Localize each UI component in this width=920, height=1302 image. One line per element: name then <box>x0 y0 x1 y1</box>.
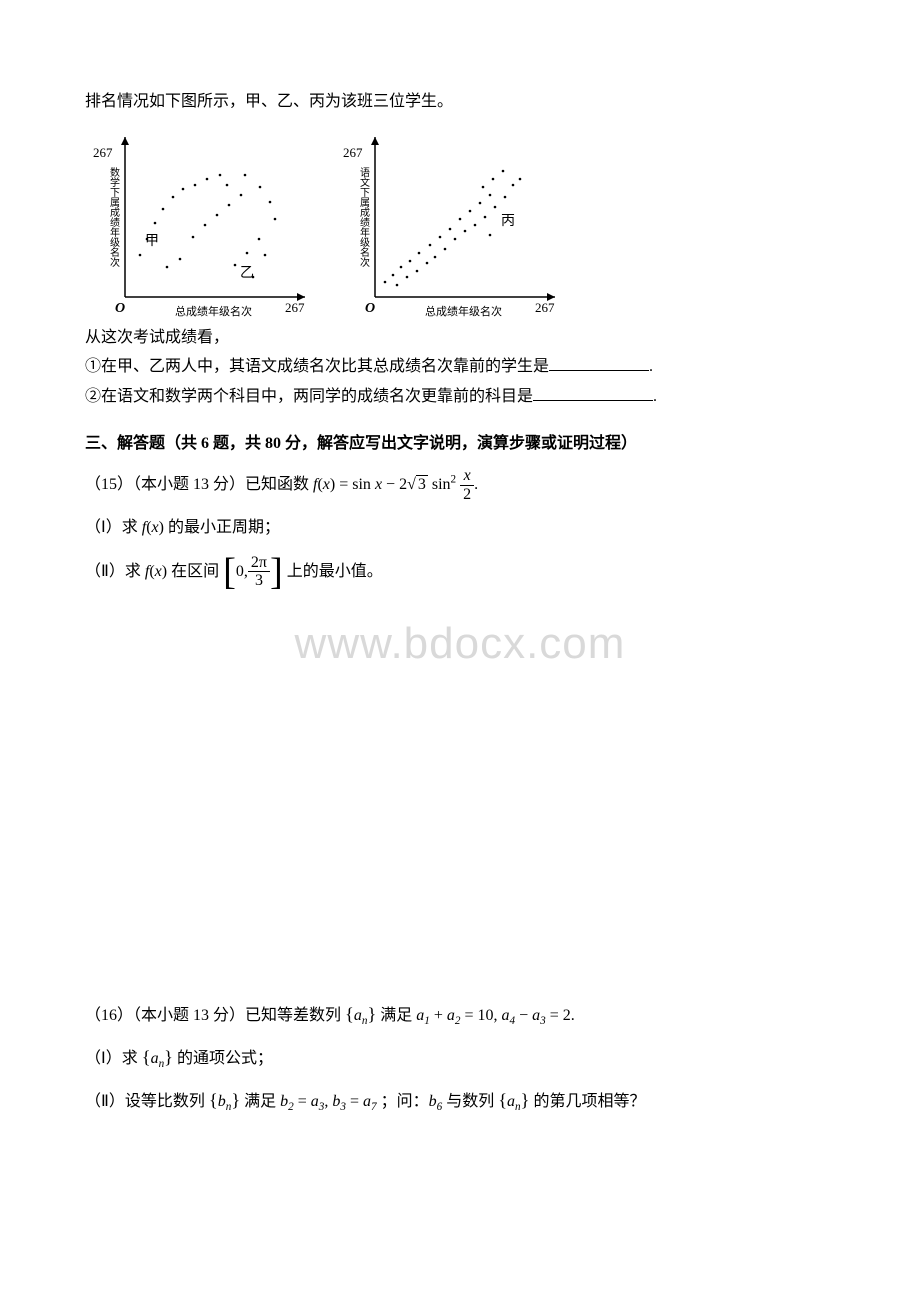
eqb: = <box>346 1093 363 1110</box>
a7: a <box>363 1093 371 1110</box>
an2: a <box>151 1050 159 1067</box>
q15-x2: x <box>375 476 382 493</box>
right-scatter-chart: 267 267 O 总成绩年级名次 语文下属成绩年级名次 丙 <box>335 127 565 317</box>
q16-p2-mid: 满足 <box>240 1093 280 1110</box>
q16-p2: （Ⅱ）设等比数列 {bn} 满足 b2 = a3, b3 = a7 ；问：b6 … <box>85 1086 835 1117</box>
lbrace4-icon: { <box>498 1090 507 1110</box>
q16-p2-lead: （Ⅱ）设等比数列 <box>85 1093 209 1110</box>
x-axis-label: 总成绩年级名次 <box>175 304 252 317</box>
q15-p1-lead: （Ⅰ）求 <box>85 519 142 536</box>
bn: b <box>218 1093 226 1110</box>
q15-p2-lead: （Ⅱ）求 <box>85 563 145 580</box>
q15-p2: （Ⅱ）求 f(x) 在区间 [ 0, 2π3 ] 上的最小值。 <box>85 553 835 591</box>
sqrt-icon: √3 <box>407 472 428 498</box>
q15-p1-tail: 的最小正周期； <box>164 519 280 536</box>
origin-label: O <box>115 301 125 316</box>
blank-1 <box>549 355 649 371</box>
q15: （15）（本小题 13 分）已知函数 f(x) = sin x − 2√3 si… <box>85 467 835 503</box>
right-bracket-icon: ] <box>270 553 283 591</box>
x-max-label: 267 <box>285 300 305 315</box>
charts-row: 267 267 O 总成绩年级名次 数学下属成绩年级名次 甲 乙 267 267… <box>85 127 835 317</box>
label-jia: 甲 <box>145 234 159 249</box>
int-num: 2π <box>248 554 270 573</box>
q16-p2e: 的第几项相等？ <box>529 1093 645 1110</box>
plus1: + <box>430 1007 447 1024</box>
section-3-title: 三、解答题（共 6 题，共 80 分，解答应写出文字说明，演算步骤或证明过程） <box>85 431 835 457</box>
frac-num: x <box>460 467 474 486</box>
q15-p1: （Ⅰ）求 f(x) 的最小正周期； <box>85 515 835 541</box>
x-axis-label-r: 总成绩年级名次 <box>425 304 502 317</box>
q15-p2-tail: 上的最小值。 <box>287 563 383 580</box>
frac-den: 2 <box>460 486 474 504</box>
a4: a <box>502 1007 510 1024</box>
q16-mid: 满足 <box>376 1007 416 1024</box>
an-a: a <box>354 1007 362 1024</box>
q-part2-end: . <box>653 388 657 405</box>
q15-eq: = sin <box>335 476 375 493</box>
b2: b <box>280 1093 288 1110</box>
q16-head: （16）（本小题 13 分）已知等差数列 <box>85 1007 345 1024</box>
b6: b <box>429 1093 437 1110</box>
interval: [ 0, 2π3 ] <box>223 553 283 591</box>
frac-2pi-3: 2π3 <box>248 554 270 590</box>
q16-p1-lead: （Ⅰ）求 <box>85 1050 142 1067</box>
y-axis-label-right: 语文下属成绩年级名次 <box>358 166 370 267</box>
q16-p2d: 与数列 <box>442 1093 498 1110</box>
q16-p1: （Ⅰ）求 {an} 的通项公式； <box>85 1043 835 1074</box>
lbrace-icon: { <box>345 1004 354 1024</box>
origin-label-r: O <box>365 301 375 316</box>
watermark: www.bdocx.com <box>85 609 835 679</box>
int-den: 3 <box>248 572 270 590</box>
post-chart-line1: ①在甲、乙两人中，其语文成绩名次比其总成绩名次靠前的学生是. <box>85 354 835 380</box>
minus1: − <box>515 1007 532 1024</box>
sup-2: 2 <box>451 473 457 485</box>
q15-sin2: sin <box>428 476 451 493</box>
sqrt-val: 3 <box>416 475 428 493</box>
q16-p2c: ；问： <box>377 1093 429 1110</box>
q15-head: （15）（本小题 13 分）已知函数 <box>85 476 313 493</box>
q15-minus: − 2 <box>382 476 407 493</box>
rbrace2-icon: } <box>164 1047 173 1067</box>
x2: x <box>155 563 162 580</box>
x-max-label-r: 267 <box>535 300 555 315</box>
eqa: = <box>294 1093 311 1110</box>
q16-p1-tail: 的通项公式； <box>173 1050 273 1067</box>
int-0: 0, <box>236 559 248 585</box>
label-yi: 乙 <box>240 265 254 281</box>
x: x <box>152 519 159 536</box>
y-max-label-r: 267 <box>343 145 363 160</box>
blank-2 <box>533 385 653 401</box>
an4: a <box>507 1093 515 1110</box>
a2: a <box>447 1007 455 1024</box>
q-part1-text: ①在甲、乙两人中，其语文成绩名次比其总成绩名次靠前的学生是 <box>85 358 549 375</box>
post-chart-line2: ②在语文和数学两个科目中，两同学的成绩名次更靠前的科目是. <box>85 384 835 410</box>
a3: a <box>532 1007 540 1024</box>
q15-p2-mid: 在区间 <box>167 563 223 580</box>
post-chart-lead: 从这次考试成绩看， <box>85 325 835 351</box>
eq2: = 2. <box>546 1007 575 1024</box>
q-part2-text: ②在语文和数学两个科目中，两同学的成绩名次更靠前的科目是 <box>85 388 533 405</box>
q15-x: x <box>323 476 330 493</box>
q15-dot: . <box>474 476 478 493</box>
left-bracket-icon: [ <box>223 553 236 591</box>
eq10: = 10, <box>461 1007 502 1024</box>
a3b: a <box>311 1093 319 1110</box>
frac-x-2: x2 <box>460 467 474 503</box>
lbrace3-icon: { <box>209 1090 218 1110</box>
y-axis-label-left: 数学下属成绩年级名次 <box>108 165 120 267</box>
intro-line: 排名情况如下图所示，甲、乙、丙为该班三位学生。 <box>85 89 835 115</box>
q16: （16）（本小题 13 分）已知等差数列 {an} 满足 a1 + a2 = 1… <box>85 1000 835 1031</box>
left-scatter-chart: 267 267 O 总成绩年级名次 数学下属成绩年级名次 甲 乙 <box>85 127 315 317</box>
rbrace3-icon: } <box>231 1090 240 1110</box>
y-max-label: 267 <box>93 145 113 160</box>
label-bing: 丙 <box>501 214 515 229</box>
q-part1-end: . <box>649 358 653 375</box>
lbrace2-icon: { <box>142 1047 151 1067</box>
rbrace-icon: } <box>367 1004 376 1024</box>
left-points <box>139 173 277 278</box>
